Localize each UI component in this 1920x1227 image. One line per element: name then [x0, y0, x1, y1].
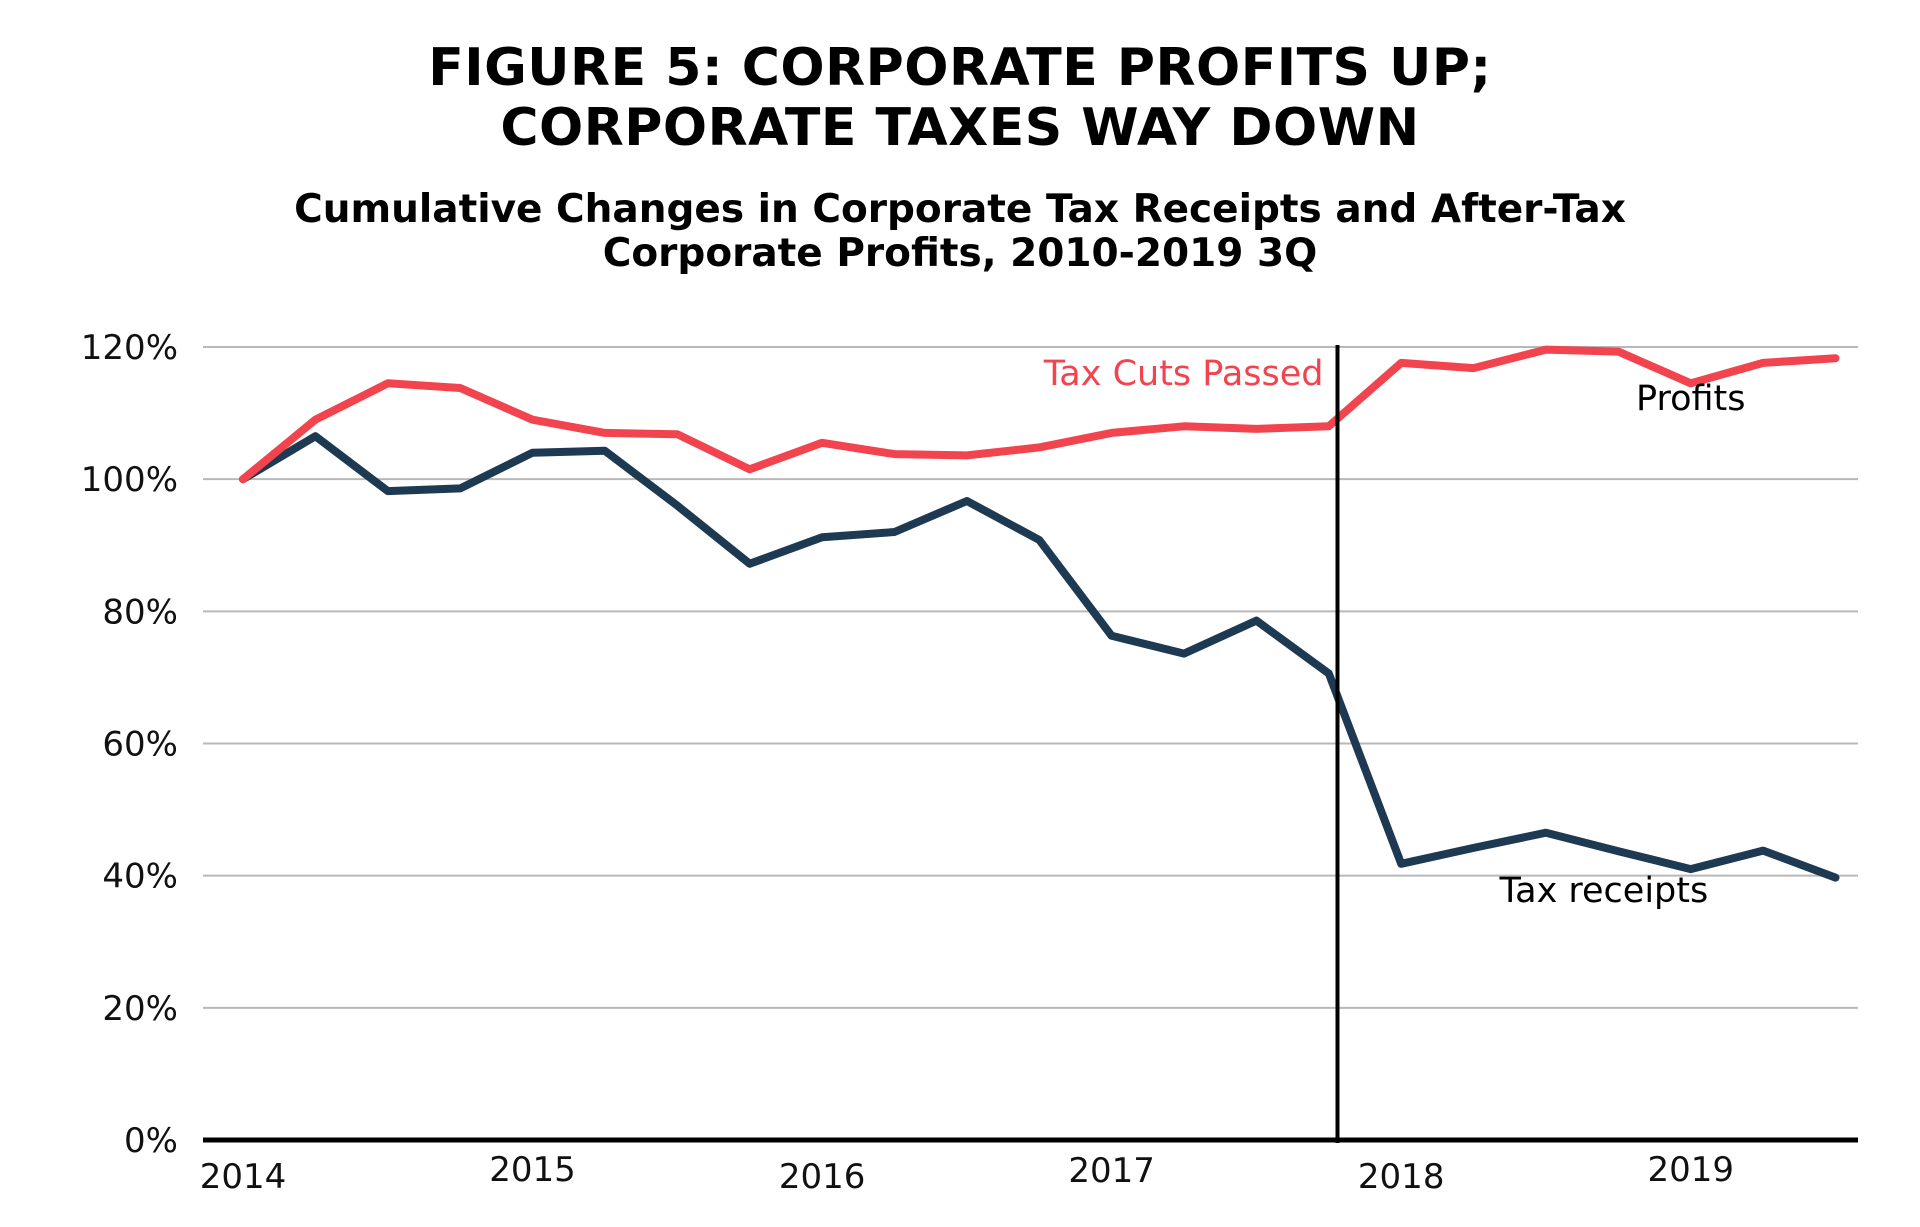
y-tick-label: 100%: [81, 460, 178, 500]
annotation-profits: Profits: [1636, 379, 1746, 419]
x-tick-label: 2018: [1358, 1157, 1445, 1197]
y-tick-label: 0%: [124, 1121, 178, 1161]
chart-title-line-1: FIGURE 5: CORPORATE PROFITS UP;: [428, 38, 1492, 98]
annotation-tax-receipts: Tax receipts: [1499, 871, 1709, 911]
x-tick-label: 2016: [779, 1157, 866, 1197]
y-tick-label: 60%: [102, 725, 178, 765]
x-axis-tick-labels: 2014 2015 2016 2017 2018 2019: [200, 1150, 1734, 1197]
x-tick-label: 2015: [489, 1150, 576, 1190]
chart-title-line-2: CORPORATE TAXES WAY DOWN: [500, 98, 1420, 158]
series-line-tax-receipts: [239, 432, 1840, 882]
x-tick-label: 2019: [1647, 1150, 1734, 1190]
series-line-profits: [239, 345, 1840, 484]
tax-cuts-passed-label: Tax Cuts Passed: [1043, 354, 1324, 394]
y-tick-label: 120%: [81, 328, 178, 368]
x-tick-label: 2014: [200, 1157, 287, 1197]
y-tick-label: 20%: [102, 989, 178, 1029]
y-axis-tick-labels: 0% 20% 40% 60% 80% 100% 120%: [81, 328, 178, 1161]
chart-subtitle-line-2: Corporate Profits, 2010-2019 3Q: [602, 231, 1318, 276]
x-tick-label: 2017: [1068, 1151, 1155, 1191]
annotations: Profits Tax receipts: [1499, 379, 1746, 911]
series-lines: [239, 345, 1840, 882]
y-tick-label: 80%: [102, 592, 178, 632]
y-tick-label: 40%: [102, 857, 178, 897]
chart-subtitle-line-1: Cumulative Changes in Corporate Tax Rece…: [294, 187, 1626, 232]
tax-cuts-marker: Tax Cuts Passed: [1043, 345, 1340, 1143]
